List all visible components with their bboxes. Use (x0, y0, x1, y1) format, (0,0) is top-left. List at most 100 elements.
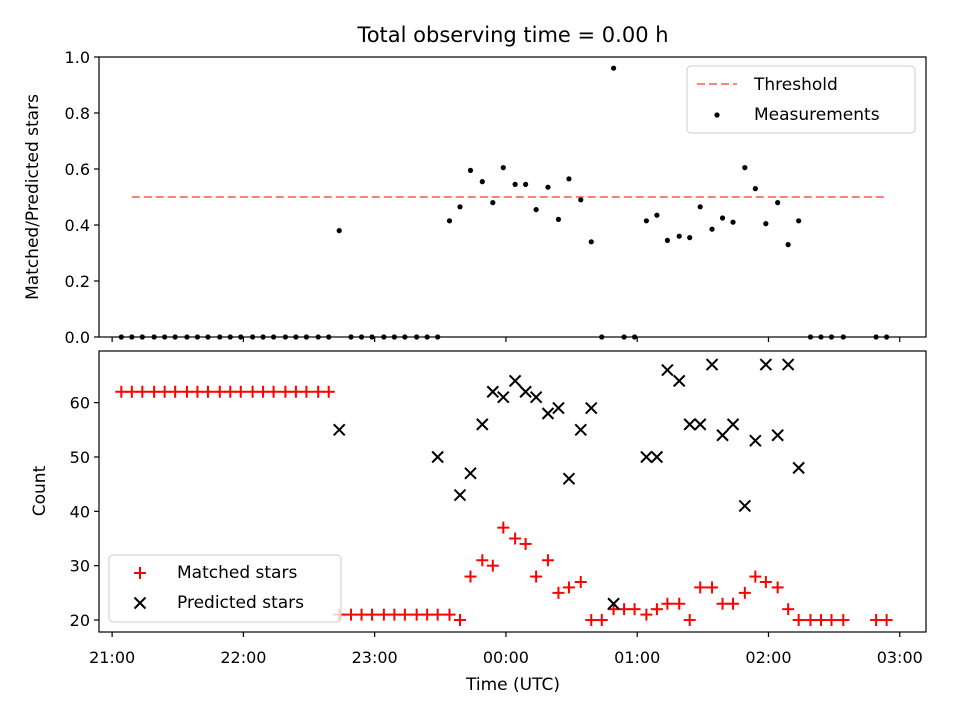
matched-star-point (388, 608, 401, 621)
predicted-star-point (486, 385, 500, 398)
predicted-star-point (607, 597, 620, 610)
predicted-star-point (476, 418, 489, 431)
matched-star-point (759, 575, 772, 588)
matched-star-point (213, 385, 226, 398)
measurement-point (500, 165, 506, 171)
matched-star-point (279, 385, 292, 398)
matched-star-point (486, 559, 499, 572)
matched-star-point (694, 581, 707, 594)
predicted-star-point (562, 472, 576, 485)
matched-star-point (673, 597, 686, 610)
legend-predicted-swatch (133, 596, 147, 610)
matched-star-point (345, 608, 358, 621)
bottom-y-tick-label: 20 (70, 611, 90, 630)
bottom-x-tick-label: 23:00 (352, 648, 398, 667)
matched-star-point (497, 521, 510, 534)
matched-star-point (640, 608, 653, 621)
matched-star-point (574, 575, 587, 588)
top-y-tick-label: 1.0 (65, 48, 90, 67)
measurement-point (336, 228, 342, 234)
matched-star-point (398, 608, 411, 621)
predicted-star-point (552, 401, 565, 415)
matched-star-point (509, 532, 522, 545)
legend-measurements-label: Measurements (754, 105, 880, 125)
top-y-axis-label: Matched/Predicted stars (23, 94, 43, 300)
predicted-star-point (574, 423, 587, 437)
measurement-point (752, 186, 758, 192)
predicted-star-point (497, 390, 510, 404)
matched-star-point (125, 385, 138, 398)
measurement-point (610, 65, 617, 71)
legend-threshold-label: Threshold (753, 75, 838, 95)
measurement-point (763, 221, 769, 227)
measurement-point (467, 167, 474, 173)
top-y-tick-label: 0.6 (65, 160, 90, 179)
bottom-x-tick-label: 03:00 (877, 648, 923, 667)
matched-star-point (453, 614, 466, 627)
top-legend-box (686, 65, 916, 134)
measurement-point (654, 212, 660, 218)
top-legend: Threshold Measurements (686, 65, 916, 134)
bottom-legend: Matched stars Predicted stars (108, 554, 342, 623)
matched-star-point (180, 385, 193, 398)
matched-star-point (191, 385, 204, 398)
bottom-plot-data (115, 358, 893, 627)
predicted-star-point (464, 467, 477, 480)
chart-title: Total observing time = 0.00 h (356, 23, 668, 47)
measurement-point (457, 204, 463, 210)
matched-star-point (234, 385, 247, 398)
matched-star-point (289, 385, 302, 398)
matched-star-point (825, 614, 838, 627)
measurement-point (697, 204, 703, 210)
measurement-point (643, 218, 649, 224)
matched-star-point (421, 608, 434, 621)
predicted-star-point (726, 418, 740, 431)
predicted-star-point (716, 429, 729, 442)
matched-star-point (661, 597, 674, 610)
predicted-star-point (792, 461, 805, 475)
predicted-star-point (453, 488, 467, 502)
legend-predicted-marker (133, 596, 147, 610)
predicted-star-point (650, 450, 664, 464)
measurement-point (578, 197, 584, 203)
matched-star-point (530, 570, 543, 583)
matched-star-point (628, 603, 641, 616)
measurement-point (775, 200, 781, 206)
measurement-point (687, 235, 693, 241)
measurement-point (588, 239, 594, 245)
measurement-point (719, 215, 726, 221)
matched-star-point (322, 385, 335, 398)
matched-star-point (224, 385, 237, 398)
top-y-tick-label: 0.8 (65, 104, 90, 123)
matched-star-point (650, 603, 663, 616)
predicted-star-point (694, 418, 707, 431)
top-x-ticks (111, 337, 901, 342)
measurement-point (479, 179, 485, 185)
matched-star-point (880, 614, 893, 627)
bottom-y-axis: 20 30 40 50 60 (70, 394, 99, 630)
top-plot-panel: 0.0 0.2 0.4 0.6 0.8 1.0 Matched/Predicted sta… (23, 48, 927, 347)
measurement-point (796, 218, 802, 224)
matched-star-point (267, 385, 280, 398)
bottom-y-tick-label: 30 (70, 557, 90, 576)
predicted-star-point (771, 429, 784, 442)
matched-star-point (595, 614, 608, 627)
measurement-point (664, 237, 670, 243)
legend-predicted-label: Predicted stars (177, 593, 304, 613)
matched-star-point (355, 608, 368, 621)
matched-star-point (148, 385, 161, 398)
matched-star-point (246, 385, 259, 398)
matched-star-point (716, 597, 729, 610)
matched-star-point (771, 581, 784, 594)
matched-star-point (727, 597, 740, 610)
matched-star-point (706, 581, 719, 594)
bottom-legend-box (108, 554, 342, 623)
top-plot-frame (98, 56, 927, 338)
predicted-star-point (781, 358, 795, 371)
x-axis-label: Time (UTC) (465, 675, 560, 695)
matched-star-point (585, 614, 598, 627)
matched-star-point (464, 570, 477, 583)
matched-star-point (115, 385, 128, 398)
top-y-tick-label: 0.2 (65, 272, 90, 291)
legend-matched-swatch (134, 567, 146, 579)
